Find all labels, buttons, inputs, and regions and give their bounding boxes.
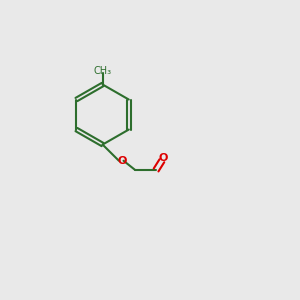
Text: CH₃: CH₃ xyxy=(94,66,112,76)
Text: O: O xyxy=(158,153,168,164)
Text: O: O xyxy=(118,156,127,166)
